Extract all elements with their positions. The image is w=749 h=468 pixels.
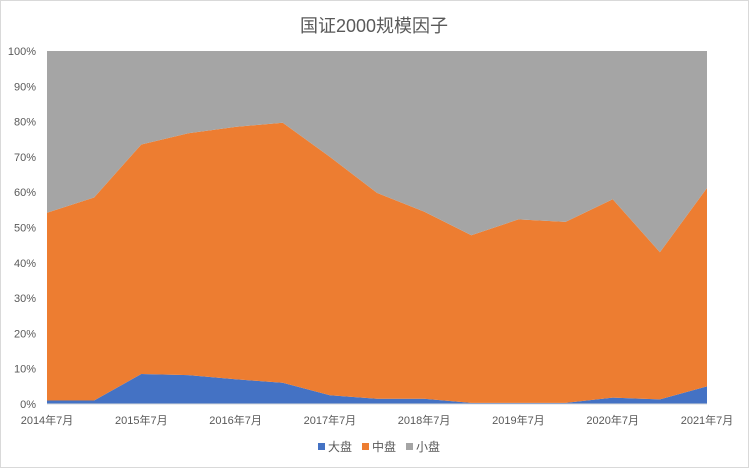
x-tick-label: 2014年7月 xyxy=(21,413,74,427)
x-tick-label: 2019年7月 xyxy=(492,413,545,427)
y-tick-label: 20% xyxy=(14,328,36,340)
y-tick-label: 50% xyxy=(14,223,36,235)
legend-label-0: 大盘 xyxy=(328,439,352,454)
legend-swatch-1 xyxy=(362,443,369,450)
y-tick-label: 60% xyxy=(14,187,36,199)
legend: 大盘 中盘 小盘 xyxy=(318,439,440,454)
y-tick-label: 30% xyxy=(14,293,36,305)
y-tick-label: 90% xyxy=(14,81,36,93)
legend-swatch-0 xyxy=(318,443,325,450)
y-tick-label: 0% xyxy=(20,399,36,411)
y-tick-label: 10% xyxy=(14,364,36,376)
area-series-1 xyxy=(47,122,707,403)
y-axis: 0% 10% 20% 30% 40% 50% 60% 70% 80% 90% 100% xyxy=(8,46,36,411)
y-tick-label: 40% xyxy=(14,258,36,270)
x-tick-label: 2018年7月 xyxy=(398,413,451,427)
x-axis: 2014年7月 2015年7月 2016年7月 2017年7月 2018年7月 2019年… xyxy=(21,403,734,427)
chart-title: 国证2000规模因子 xyxy=(300,16,448,36)
legend-swatch-2 xyxy=(406,443,413,450)
area-series-0 xyxy=(47,374,707,404)
x-tick-label: 2017年7月 xyxy=(304,413,357,427)
area-series-2 xyxy=(47,51,707,253)
x-tick-label: 2016年7月 xyxy=(209,413,262,427)
y-tick-label: 100% xyxy=(8,46,36,58)
y-tick-label: 70% xyxy=(14,152,36,164)
y-tick-label: 80% xyxy=(14,117,36,129)
legend-label-1: 中盘 xyxy=(372,439,396,454)
x-tick-label: 2015年7月 xyxy=(115,413,168,427)
legend-label-2: 小盘 xyxy=(416,439,440,454)
x-tick-label: 2021年7月 xyxy=(681,413,734,427)
x-tick-label: 2020年7月 xyxy=(586,413,639,427)
plot-area xyxy=(47,51,707,404)
